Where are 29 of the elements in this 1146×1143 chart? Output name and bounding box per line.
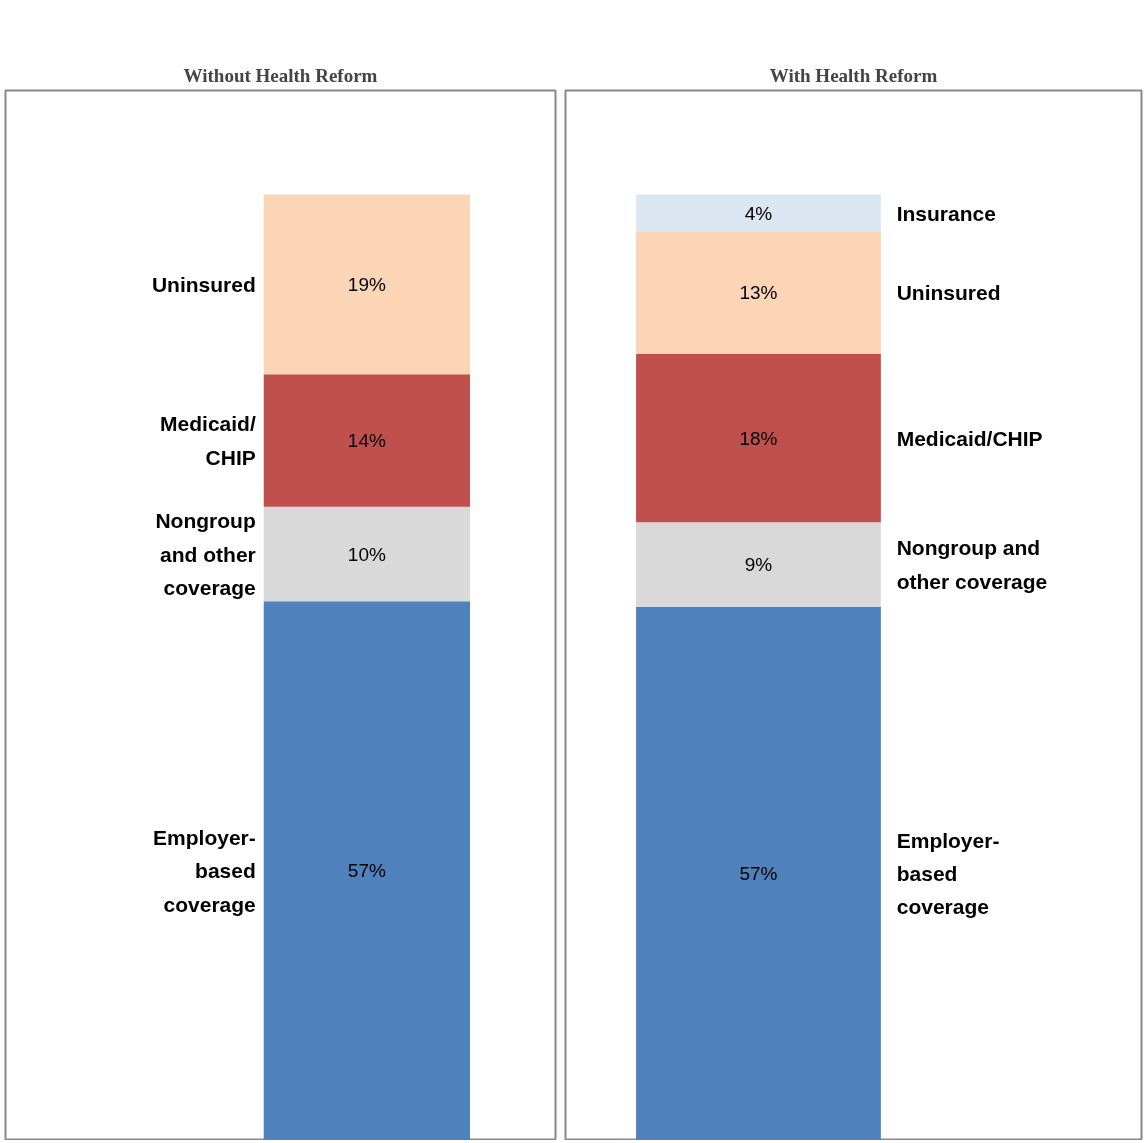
data-label: 57% [347,860,386,882]
bar [636,232,881,354]
series-label: Nongroup and other coverage [896,536,1048,593]
bar [263,194,470,375]
series-label: Employer- based coverage [896,828,1000,919]
data-label: 14% [347,430,386,451]
series-label: Medicaid/ CHIP [160,412,256,469]
data-label: 4% [744,202,773,224]
series-label: Medicaid/CHIP [896,426,1043,450]
data-label: 19% [347,273,386,295]
data-label: 57% [739,863,778,885]
chart-title: With Health Reform [769,64,938,86]
series-label: Nongroup and other coverage [155,509,256,599]
bar [636,522,881,607]
bar [636,606,881,1140]
chart-title: Without Health Reform [183,64,378,86]
data-label: 18% [739,427,778,449]
data-label: 9% [744,554,773,575]
bar [636,353,881,523]
bar [263,374,470,507]
series-label: Insurance [896,201,996,225]
series-label: Uninsured [896,281,1001,305]
bar [636,194,881,233]
data-label: 13% [739,282,778,304]
bar [263,506,470,602]
series-label: Uninsured [151,272,256,296]
data-label: 10% [347,543,386,565]
bar [263,601,470,1140]
series-label: Employer- based coverage [153,826,256,916]
